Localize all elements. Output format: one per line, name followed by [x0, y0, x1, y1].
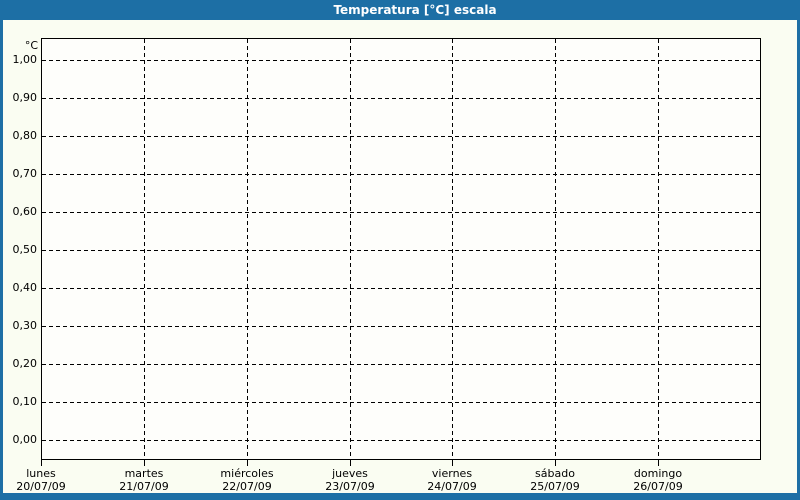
- x-axis-label: domingo 26/07/09: [593, 467, 723, 493]
- x-axis-day-label: miércoles: [220, 467, 274, 480]
- x-axis-date-label: 22/07/09: [222, 480, 272, 493]
- x-gridline: [658, 39, 659, 459]
- chart-title: Temperatura [°C] escala: [333, 3, 497, 17]
- y-gridline: [42, 174, 760, 175]
- x-axis-label: jueves 23/07/09: [285, 467, 415, 493]
- x-axis-date-label: 21/07/09: [119, 480, 169, 493]
- y-axis-unit-label: °C: [24, 39, 38, 52]
- x-axis-tick: [555, 460, 556, 466]
- plot-area: [41, 38, 761, 460]
- y-tick-label: 0,10: [12, 395, 38, 408]
- y-tick-label: 1,00: [12, 53, 38, 66]
- y-gridline: [42, 98, 760, 99]
- y-gridline: [42, 60, 760, 61]
- y-tick-label: 0,60: [12, 205, 38, 218]
- y-gridline: [42, 440, 760, 441]
- y-tick-label: 0,80: [12, 129, 38, 142]
- x-axis-day-label: jueves: [332, 467, 368, 480]
- x-axis-day-label: sábado: [535, 467, 575, 480]
- y-tick-label: 0,50: [12, 243, 38, 256]
- x-gridline: [350, 39, 351, 459]
- x-axis-tick: [452, 460, 453, 466]
- x-axis-date-label: 24/07/09: [427, 480, 477, 493]
- y-tick-label: 0,90: [12, 91, 38, 104]
- y-gridline: [42, 212, 760, 213]
- x-axis-day-label: viernes: [431, 467, 473, 480]
- x-axis-tick: [41, 460, 42, 466]
- x-axis-date-label: 25/07/09: [530, 480, 580, 493]
- x-gridline: [144, 39, 145, 459]
- x-axis-day-label: martes: [124, 467, 164, 480]
- y-tick-label: 0,40: [12, 281, 38, 294]
- x-axis-label: miércoles 22/07/09: [182, 467, 312, 493]
- y-tick-label: 0,20: [12, 357, 38, 370]
- x-axis-tick: [144, 460, 145, 466]
- x-axis-label: martes 21/07/09: [79, 467, 209, 493]
- y-gridline: [42, 402, 760, 403]
- x-axis-date-label: 26/07/09: [633, 480, 683, 493]
- x-axis-day-label: lunes: [26, 467, 56, 480]
- y-tick-label: 0,70: [12, 167, 38, 180]
- x-gridline: [247, 39, 248, 459]
- y-gridline: [42, 364, 760, 365]
- x-axis-tick: [247, 460, 248, 466]
- x-gridline: [555, 39, 556, 459]
- x-axis-date-label: 23/07/09: [325, 480, 375, 493]
- y-tick-label: 0,00: [12, 433, 38, 446]
- x-axis-tick: [350, 460, 351, 466]
- x-axis-day-label: domingo: [633, 467, 683, 480]
- y-gridline: [42, 136, 760, 137]
- x-axis-label: sábado 25/07/09: [490, 467, 620, 493]
- y-gridline: [42, 250, 760, 251]
- x-axis-label: viernes 24/07/09: [387, 467, 517, 493]
- y-tick-label: 0,30: [12, 319, 38, 332]
- x-axis-date-label: 20/07/09: [16, 480, 66, 493]
- x-gridline: [452, 39, 453, 459]
- x-axis-tick: [658, 460, 659, 466]
- y-gridline: [42, 326, 760, 327]
- x-axis-label: lunes 20/07/09: [0, 467, 106, 493]
- y-gridline: [42, 288, 760, 289]
